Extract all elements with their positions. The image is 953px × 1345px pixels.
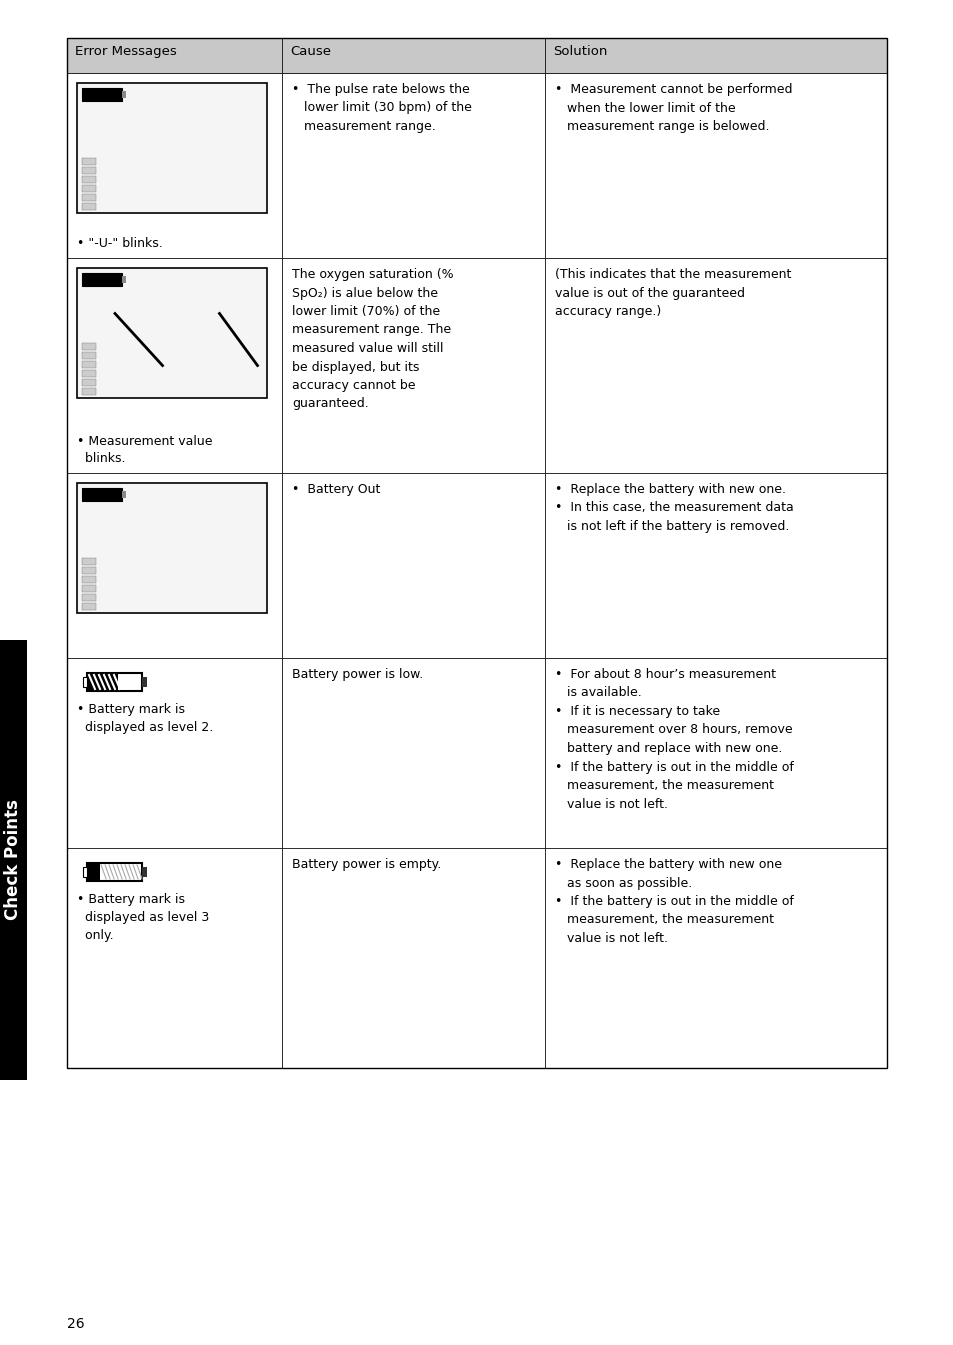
Bar [544,473,886,658]
Bar [83,866,87,877]
Bar [77,83,267,213]
Bar [282,73,544,258]
Text: (This indicates that the measurement
value is out of the guaranteed
accuracy ran: (This indicates that the measurement val… [555,268,791,317]
Text: bt: bt [172,553,217,590]
Bar [67,38,282,73]
Bar [82,370,96,377]
Bar [282,847,544,1068]
Text: Check Points: Check Points [5,799,23,920]
Text: X: X [157,169,168,184]
Text: X: X [190,169,200,184]
Bar [82,203,96,210]
Text: The oxygen saturation (%
SpO₂) is alue below the
lower limit (70%) of the
measur: The oxygen saturation (% SpO₂) is alue b… [292,268,453,410]
Bar [544,258,886,473]
Bar [87,672,142,691]
Bar [67,258,282,473]
Bar [82,186,96,192]
Bar [282,473,544,658]
Bar [82,157,96,165]
Bar [88,863,100,880]
Bar [282,658,544,847]
Bar [0,640,27,1080]
Bar [82,176,96,183]
Bar [82,576,96,582]
Bar [82,87,122,101]
Bar [544,658,886,847]
Bar [82,167,96,174]
Text: • Battery mark is
  displayed as level 2.: • Battery mark is displayed as level 2. [77,703,213,734]
Bar [82,352,96,359]
Bar [82,488,122,500]
Bar [82,387,96,395]
Text: Battery power is low.: Battery power is low. [292,668,423,681]
Text: 81: 81 [208,292,242,316]
Text: X: X [222,169,233,184]
Bar [122,491,126,498]
Bar [67,658,282,847]
Text: 64: 64 [162,331,220,374]
Text: Solution: Solution [553,44,607,58]
Bar [122,91,126,98]
Text: 26: 26 [67,1317,85,1332]
Text: •  The pulse rate belows the
   lower limit (30 bpm) of the
   measurement range: • The pulse rate belows the lower limit … [292,83,472,133]
Bar [82,585,96,592]
Text: •  Replace the battery with new one
   as soon as possible.
•  If the battery is: • Replace the battery with new one as so… [555,858,793,946]
Bar [282,38,544,73]
Bar [77,268,267,398]
Bar [83,677,87,687]
Bar [87,863,142,881]
Bar [77,483,267,613]
Text: -U-: -U- [156,133,206,163]
Bar [82,379,96,386]
Text: Cause: Cause [290,44,331,58]
Text: •  Replace the battery with new one.
•  In this case, the measurement data
   is: • Replace the battery with new one. • In… [555,483,793,533]
Bar [122,276,126,282]
Bar [82,558,96,565]
Bar [544,38,886,73]
Bar [282,258,544,473]
Text: •  Measurement cannot be performed
   when the lower limit of the
   measurement: • Measurement cannot be performed when t… [555,83,792,133]
Bar [82,594,96,601]
Bar [82,273,122,286]
Text: • Measurement value
  blinks.: • Measurement value blinks. [77,434,213,465]
Bar [67,73,282,258]
Bar [67,38,886,1068]
Bar [67,847,282,1068]
Text: • "-U-" blinks.: • "-U-" blinks. [77,237,163,250]
Bar [142,866,147,877]
Bar [82,194,96,200]
Bar [82,603,96,611]
Bar [67,473,282,658]
Bar [82,343,96,350]
Text: Battery power is empty.: Battery power is empty. [292,858,441,872]
Bar [544,847,886,1068]
Bar [82,568,96,574]
Bar [88,674,118,690]
Text: Error Messages: Error Messages [75,44,176,58]
Bar [544,73,886,258]
Text: • Battery mark is
  displayed as level 3
  only.: • Battery mark is displayed as level 3 o… [77,893,209,941]
Bar [82,360,96,369]
Text: out: out [174,508,226,537]
Text: •  For about 8 hour’s measurement
   is available.
•  If it is necessary to take: • For about 8 hour’s measurement is avai… [555,668,793,811]
Bar [142,677,147,687]
Text: •  Battery Out: • Battery Out [292,483,380,496]
